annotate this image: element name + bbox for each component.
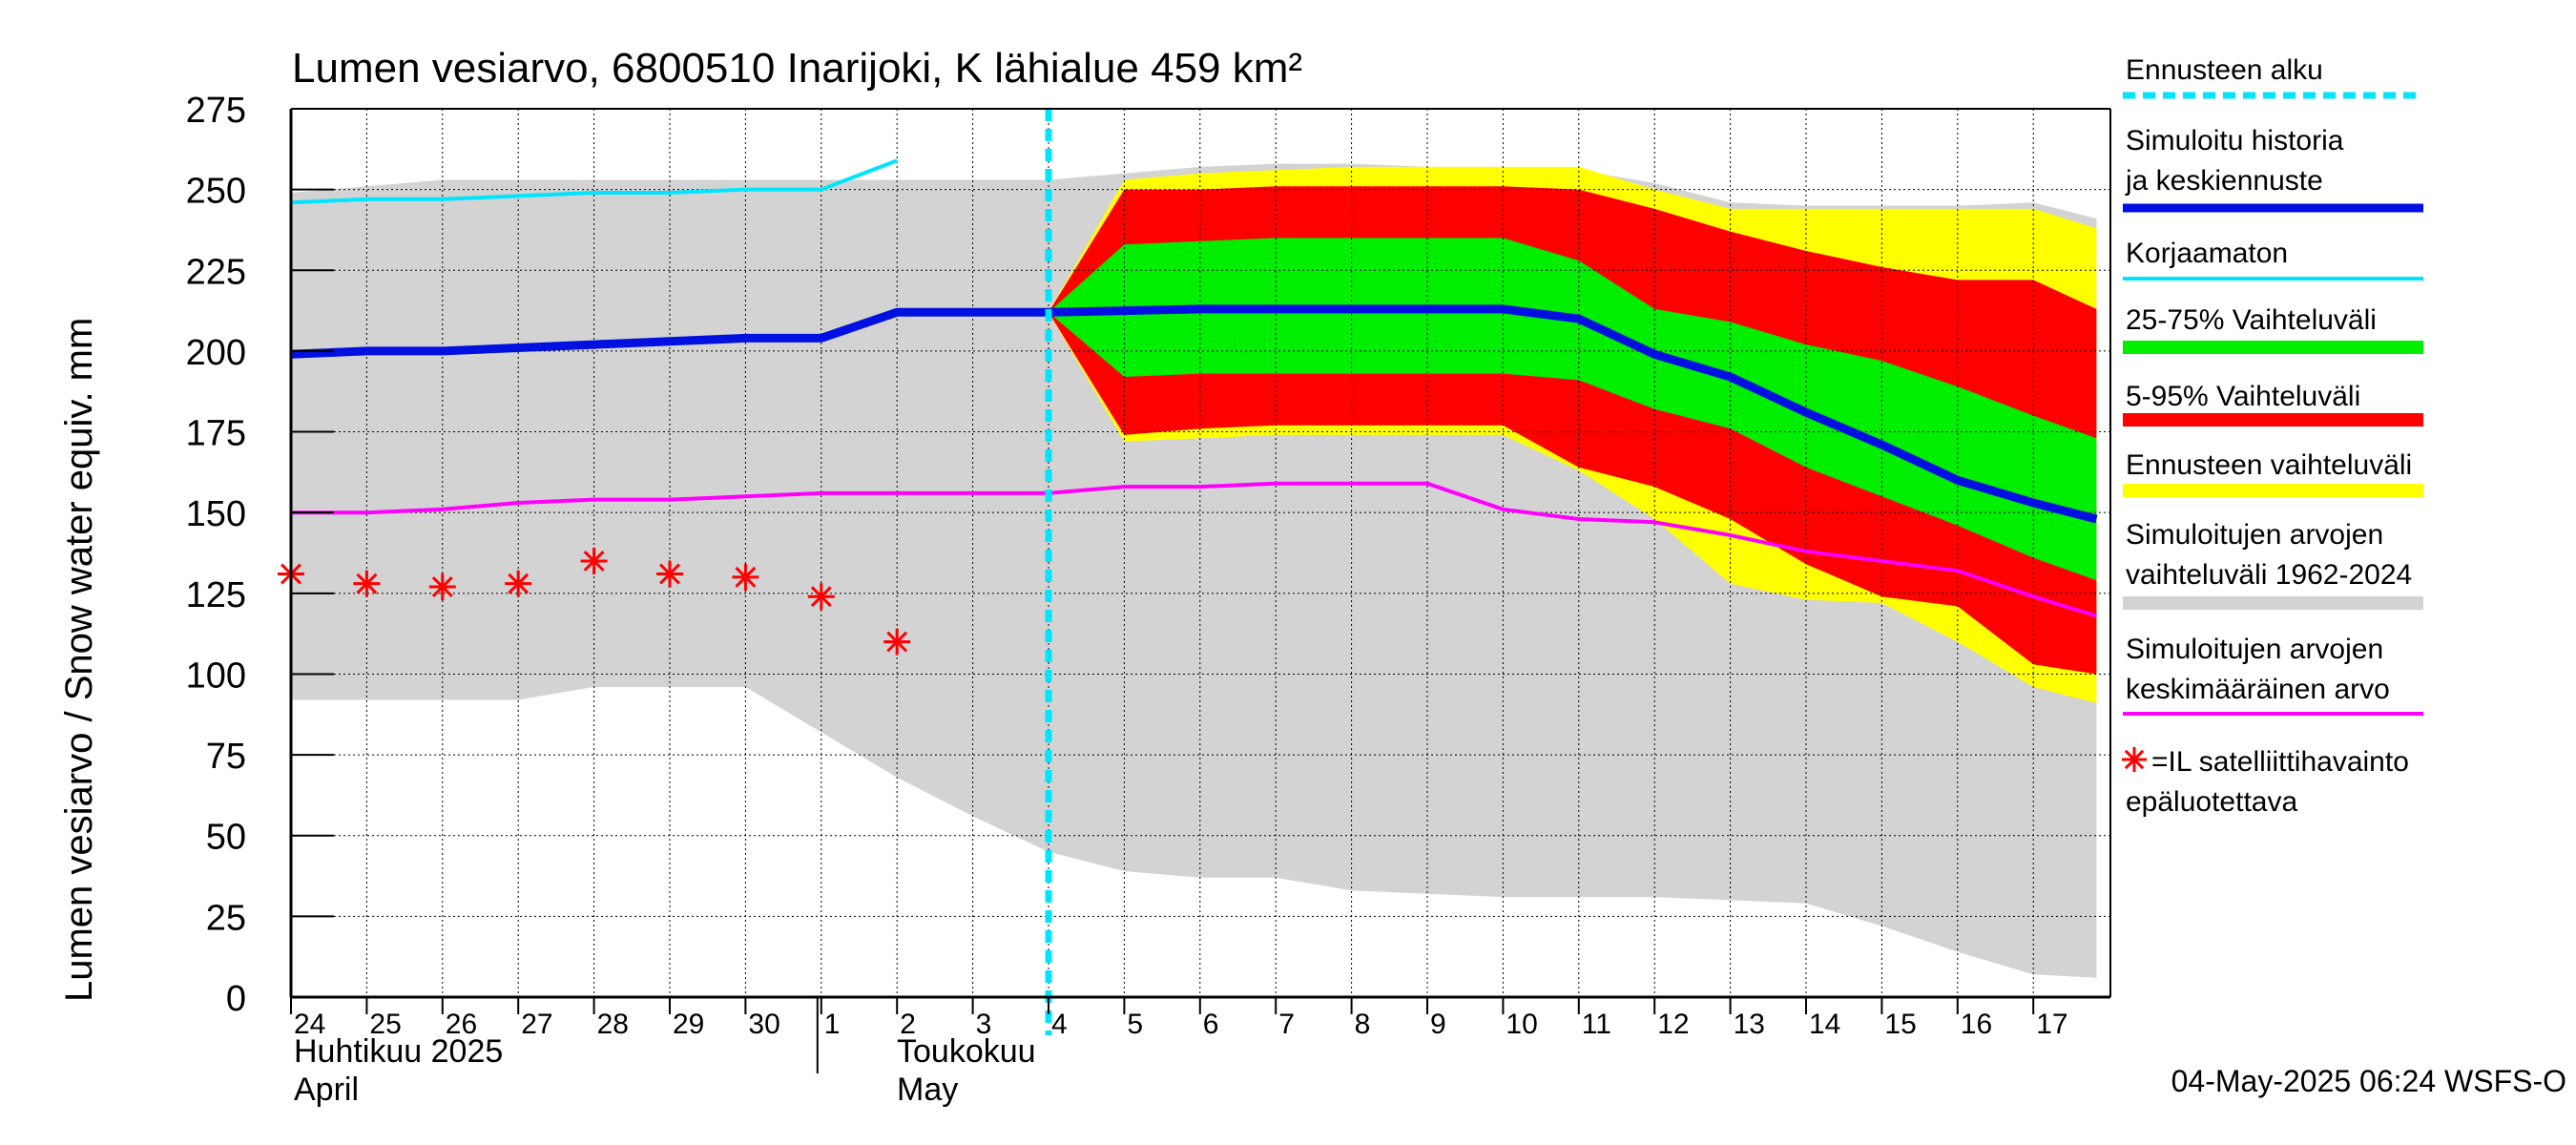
x-tick-label: 26 xyxy=(446,1009,477,1040)
y-tick-label: 200 xyxy=(186,333,246,373)
y-tick-label: 275 xyxy=(186,91,246,131)
legend: Ennusteen alku Simuloitu historia ja keski… xyxy=(2122,54,2423,818)
timestamp: 04-May-2025 06:24 WSFS-O xyxy=(2171,1064,2566,1098)
legend-item: Korjaamaton xyxy=(2123,238,2423,281)
star-stroke xyxy=(810,586,832,608)
star-stroke xyxy=(886,631,908,653)
legend-label: 25-75% Vaihteluväli xyxy=(2126,304,2377,336)
y-tick-label: 250 xyxy=(186,172,246,212)
x-tick-label: 17 xyxy=(2036,1009,2067,1040)
x-tick-label: 1 xyxy=(824,1009,841,1040)
legend-label: Korjaamaton xyxy=(2126,238,2288,269)
range-25-75-band xyxy=(1049,238,2097,581)
median-forecast-line xyxy=(290,304,2098,524)
star-stroke xyxy=(659,563,680,585)
x-tick-label: 8 xyxy=(1355,1009,1371,1040)
satellite-point xyxy=(353,570,381,597)
legend-swatch xyxy=(2123,596,2423,610)
y-axis-label: Lumen vesiarvo / Snow water equiv. mm xyxy=(58,318,100,1002)
star-stroke xyxy=(735,566,757,588)
star-stroke xyxy=(356,572,378,594)
satellite-point xyxy=(656,560,683,588)
legend-item: Ennusteen vaihteluväli xyxy=(2123,449,2423,497)
legend-swatch xyxy=(2123,484,2423,497)
satellite-point xyxy=(883,628,911,656)
star-stroke xyxy=(583,551,605,572)
legend-label: Simuloitujen arvojen xyxy=(2126,519,2383,551)
y-tick-label: 25 xyxy=(206,898,246,938)
x-tick-label: 13 xyxy=(1734,1009,1765,1040)
x-tick-label: 4 xyxy=(1051,1009,1068,1040)
star-stroke xyxy=(2124,749,2145,770)
x-tick-label: 12 xyxy=(1657,1009,1689,1040)
month-label-english: April xyxy=(294,1072,359,1108)
uncorrected-line xyxy=(290,158,898,205)
x-tick-label: 27 xyxy=(521,1009,552,1040)
x-tick-label: 10 xyxy=(1506,1009,1537,1040)
y-tick-label: 150 xyxy=(186,494,246,534)
legend-label-cont: ja keskiennuste xyxy=(2125,165,2323,197)
satellite-point xyxy=(732,563,759,591)
legend-label: Simuloitu historia xyxy=(2126,125,2344,156)
legend-label: Ennusteen vaihteluväli xyxy=(2126,449,2412,481)
x-tick-label: 14 xyxy=(1809,1009,1840,1040)
y-tick-label: 0 xyxy=(226,979,246,1019)
x-tick-label: 5 xyxy=(1127,1009,1143,1040)
legend-swatch xyxy=(2123,341,2423,354)
sim-mean-line xyxy=(291,481,2097,618)
x-tick-label: 6 xyxy=(1203,1009,1219,1040)
legend-star-marker xyxy=(2122,747,2147,772)
legend-label-cont: keskimääräinen arvo xyxy=(2126,674,2390,705)
x-tick-label: 24 xyxy=(294,1009,325,1040)
y-tick-label: 75 xyxy=(206,737,246,777)
chart-title: Lumen vesiarvo, 6800510 Inarijoki, K läh… xyxy=(292,45,1302,92)
satellite-point xyxy=(580,547,608,574)
satellite-point xyxy=(807,583,835,611)
series-lines xyxy=(278,109,2098,1035)
y-tick-label: 225 xyxy=(186,252,246,292)
month-label: Huhtikuu 2025 xyxy=(294,1033,503,1070)
x-tick-label: 30 xyxy=(748,1009,779,1040)
y-tick-label: 100 xyxy=(186,656,246,696)
x-tick-label: 11 xyxy=(1582,1009,1611,1040)
x-tick-label: 2 xyxy=(900,1009,916,1040)
x-tick-label: 15 xyxy=(1884,1009,1916,1040)
x-tick-label: 3 xyxy=(976,1009,992,1040)
y-tick-label: 125 xyxy=(186,575,246,615)
legend-item: Simuloitujen arvojen keskimääräinen arvo xyxy=(2123,634,2423,716)
month-label-english: May xyxy=(897,1072,958,1108)
legend-swatch xyxy=(2123,413,2423,427)
x-tick-label: 29 xyxy=(673,1009,704,1040)
legend-item: Simuloitujen arvojen vaihteluväli 1962-20… xyxy=(2123,519,2423,610)
star-stroke xyxy=(431,576,453,598)
axes xyxy=(289,108,2111,1073)
legend-label-cont: epäluotettava xyxy=(2126,786,2297,818)
legend-item: =IL satelliittihavainto epäluotettava xyxy=(2122,746,2409,818)
y-tick-label: 175 xyxy=(186,414,246,454)
x-tick-label: 9 xyxy=(1430,1009,1446,1040)
satellite-point xyxy=(428,573,456,601)
legend-item: Ennusteen alku xyxy=(2123,54,2423,99)
x-tick-label: 16 xyxy=(1961,1009,1992,1040)
legend-item: Simuloitu historia ja keskiennuste xyxy=(2123,125,2423,213)
legend-label: 5-95% Vaihteluväli xyxy=(2126,381,2360,412)
legend-item: 25-75% Vaihteluväli xyxy=(2123,304,2423,354)
legend-label: Simuloitujen arvojen xyxy=(2126,634,2383,665)
x-tick-label: 28 xyxy=(597,1009,629,1040)
legend-label-cont: vaihteluväli 1962-2024 xyxy=(2126,559,2412,591)
x-tick-label: 25 xyxy=(369,1009,401,1040)
legend-label: Ennusteen alku xyxy=(2126,54,2323,86)
month-label: Toukokuu xyxy=(897,1033,1036,1070)
y-tick-label: 50 xyxy=(206,818,246,858)
satellite-point xyxy=(505,570,532,597)
legend-label: =IL satelliittihavainto xyxy=(2151,746,2409,778)
star-stroke xyxy=(508,572,530,594)
x-tick-label: 7 xyxy=(1278,1009,1295,1040)
legend-item: 5-95% Vaihteluväli xyxy=(2123,381,2423,427)
